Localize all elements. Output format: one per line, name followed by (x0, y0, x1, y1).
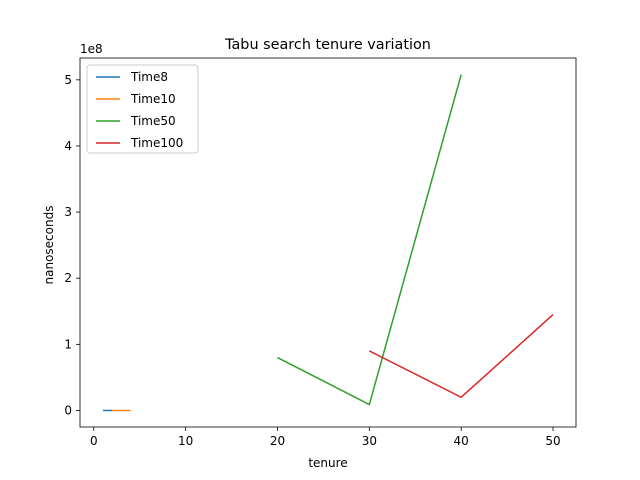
x-tick-label: 30 (362, 434, 377, 448)
series-line-time100 (368, 314, 554, 398)
legend-box (86, 64, 199, 154)
y-axis-ticks: 0 1 2 3 4 5 (64, 73, 80, 417)
plot-frame (79, 57, 577, 428)
y-axis-label: nanoseconds (42, 206, 56, 285)
x-axis-ticks: 0 10 20 30 40 50 (90, 427, 561, 448)
legend-label: Time100 (130, 136, 183, 150)
legend-label: Time50 (130, 114, 176, 128)
x-axis-label: tenure (308, 456, 347, 470)
x-tick-label: 50 (545, 434, 560, 448)
x-tick-label: 0 (90, 434, 98, 448)
y-tick-label: 1 (64, 337, 72, 351)
plot-area (102, 74, 554, 412)
x-tick-label: 40 (454, 434, 469, 448)
legend-label: Time10 (130, 92, 176, 106)
legend-label: Time8 (130, 70, 168, 84)
y-tick-label: 2 (64, 271, 72, 285)
y-tick-label: 0 (64, 403, 72, 417)
x-tick-label: 20 (270, 434, 285, 448)
y-tick-label: 5 (64, 73, 72, 87)
chart-title: Tabu search tenure variation (224, 37, 431, 53)
legend: Time8 Time10 Time50 Time100 (86, 64, 199, 154)
y-tick-label: 3 (64, 205, 72, 219)
series-line-time50 (277, 74, 462, 406)
y-offset-label: 1e8 (80, 42, 103, 56)
y-tick-label: 4 (64, 139, 72, 153)
x-tick-label: 10 (178, 434, 193, 448)
